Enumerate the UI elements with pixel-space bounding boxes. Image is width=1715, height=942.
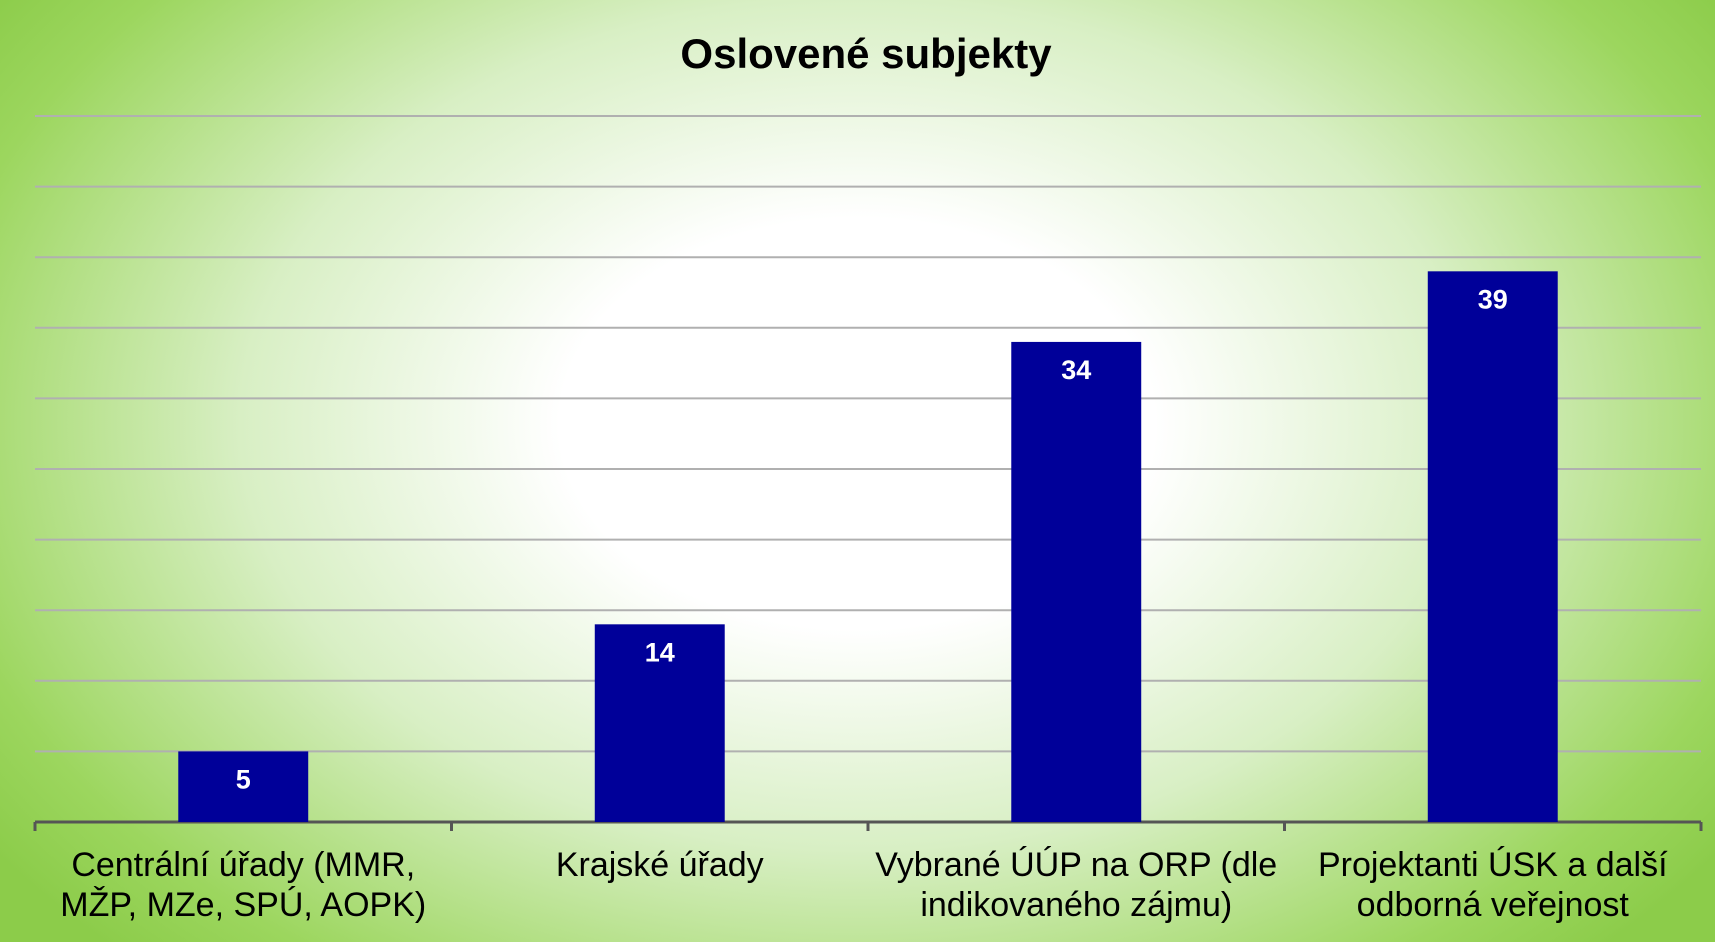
data-label: 14 — [645, 637, 675, 667]
x-tick-label: Projektanti ÚSK a další odborná veřejnos… — [1317, 846, 1668, 924]
bar — [594, 624, 725, 822]
data-label: 34 — [1061, 355, 1091, 385]
x-tick-label: Vybrané ÚÚP na ORP (dle indikovaného záj… — [875, 846, 1278, 924]
x-tick-label: Centrální úřady (MMR, MŽP, MZe, SPÚ, AOP… — [60, 846, 427, 924]
x-tick-label: Krajské úřady — [555, 846, 764, 884]
bar — [1011, 341, 1142, 822]
chart-title: Oslovené subjekty — [680, 30, 1052, 77]
bar — [1427, 271, 1558, 822]
data-label: 39 — [1478, 284, 1508, 314]
data-label: 5 — [236, 765, 251, 795]
bar — [178, 751, 309, 822]
